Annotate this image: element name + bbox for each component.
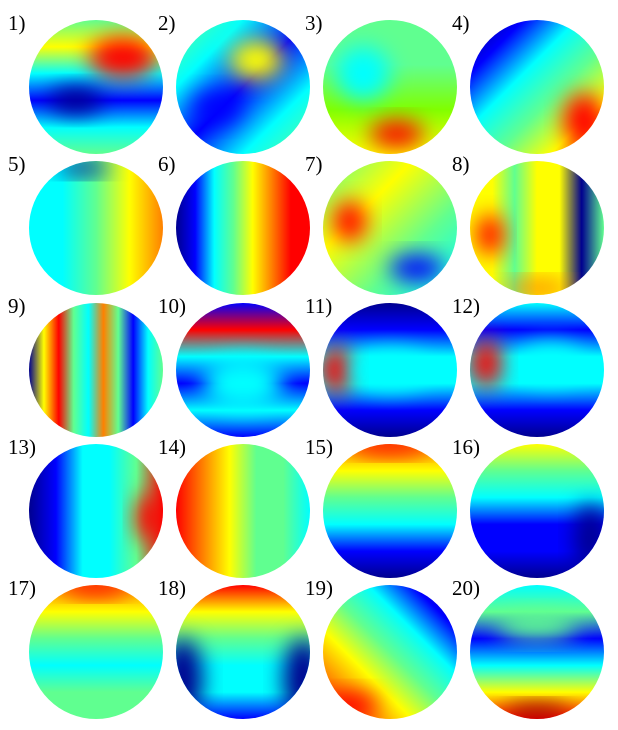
heatmap-blob (470, 339, 503, 388)
panel-label: 16) (452, 435, 480, 459)
panel-label: 6) (158, 152, 176, 176)
heatmap (29, 585, 163, 719)
heatmap-blob (283, 638, 310, 719)
panel-label: 12) (452, 294, 480, 318)
panel-label: 8) (452, 152, 470, 176)
heatmap-blob (503, 704, 571, 719)
heatmap (29, 161, 163, 295)
heatmap-base (29, 303, 163, 437)
panel-label: 20) (452, 576, 480, 600)
panel-label: 2) (158, 11, 176, 35)
heatmap-blob (369, 120, 424, 148)
panel-label: 5) (8, 152, 26, 176)
heatmap-blob (476, 214, 504, 255)
panel-label: 1) (8, 11, 26, 35)
heatmap-blob (336, 46, 391, 101)
heatmap-blob (323, 345, 353, 395)
heatmap (323, 161, 457, 295)
heatmap (29, 303, 163, 437)
heatmap-base (176, 444, 310, 578)
heatmap-blob (333, 201, 366, 242)
heatmap (323, 20, 457, 154)
heatmap-blob (136, 493, 163, 542)
heatmap-blob (503, 280, 571, 295)
panel-label: 9) (8, 294, 26, 318)
panel-label: 3) (305, 11, 323, 35)
heatmap-base (323, 444, 457, 578)
panel-label: 19) (305, 576, 333, 600)
heatmap-blob (323, 692, 377, 719)
heatmap (470, 161, 604, 295)
heatmap (176, 444, 310, 578)
heatmap-blob (516, 343, 584, 384)
heatmap-base (176, 161, 310, 295)
heatmap (470, 20, 604, 154)
heatmap-blob (496, 611, 578, 639)
panel-label: 4) (452, 11, 470, 35)
heatmap-blob (229, 40, 284, 81)
heatmap-base (29, 161, 163, 295)
heatmap (323, 303, 457, 437)
heatmap-base (29, 585, 163, 719)
panel-label: 14) (158, 435, 186, 459)
heatmap-blob (349, 349, 431, 391)
panel-label: 18) (158, 576, 186, 600)
heatmap-blob (49, 87, 103, 114)
heatmap (176, 161, 310, 295)
panel-label: 13) (8, 435, 36, 459)
heatmap (29, 444, 163, 578)
heatmap (176, 303, 310, 437)
heatmap-blob (390, 254, 444, 282)
heatmap (323, 444, 457, 578)
heatmap-base (176, 20, 310, 154)
heatmap-blob (202, 356, 284, 411)
heatmap-blob (192, 91, 241, 124)
heatmap-base (29, 20, 163, 154)
heatmap-blob (89, 37, 157, 78)
heatmap-base (470, 585, 604, 719)
heatmap (323, 585, 457, 719)
heatmap-blob (574, 504, 604, 572)
heatmap-blob (55, 161, 110, 175)
heatmap (470, 444, 604, 578)
heatmap (470, 585, 604, 719)
panel-label: 15) (305, 435, 333, 459)
heatmap-blob (349, 444, 431, 455)
heatmap-blob (176, 638, 203, 719)
heatmap (176, 585, 310, 719)
panel-label: 17) (8, 576, 36, 600)
panel-label: 7) (305, 152, 323, 176)
heatmap (29, 20, 163, 154)
heatmap (470, 303, 604, 437)
heatmap (176, 20, 310, 154)
panel-label: 11) (305, 294, 332, 318)
heatmap-blob (62, 585, 130, 596)
panel-label: 10) (158, 294, 186, 318)
heatmap-blob (563, 93, 604, 148)
